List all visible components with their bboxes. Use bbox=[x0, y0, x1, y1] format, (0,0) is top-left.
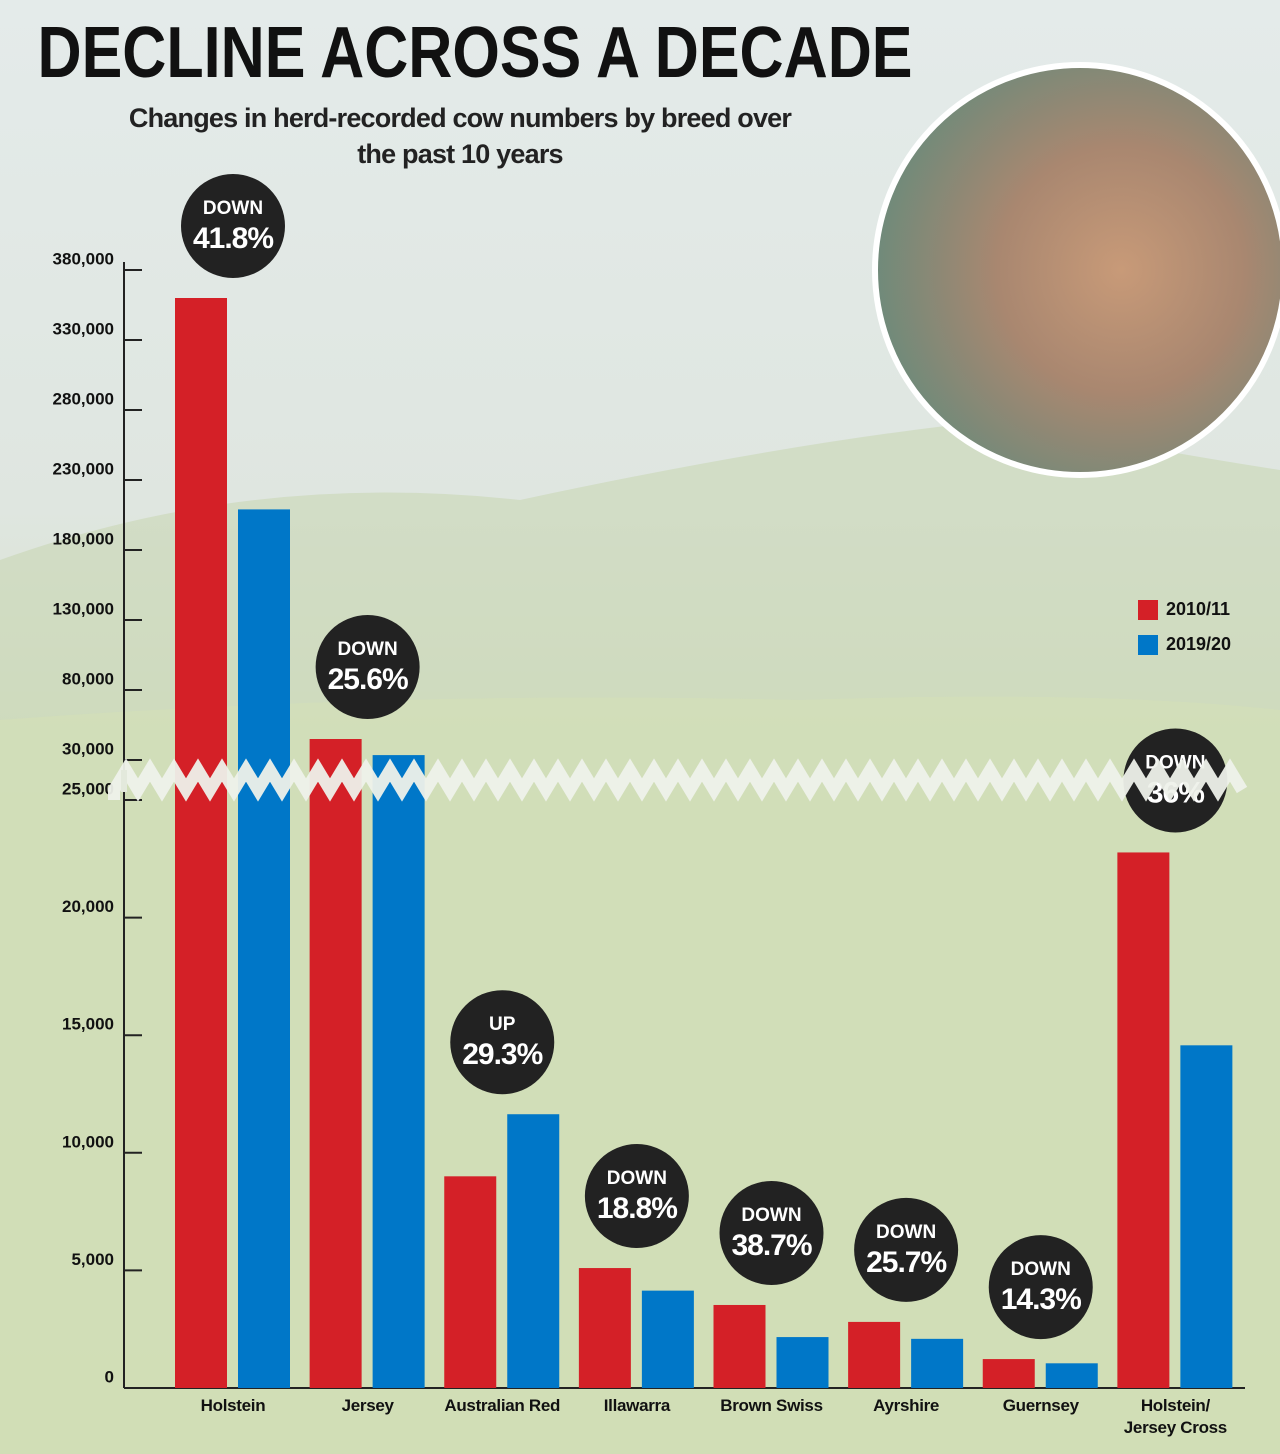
x-tick-label: Illawarra bbox=[603, 1396, 671, 1415]
bar bbox=[309, 739, 362, 1388]
change-badge bbox=[988, 1235, 1093, 1340]
y-tick-label: 5,000 bbox=[71, 1250, 114, 1269]
bar bbox=[175, 298, 227, 1388]
y-tick-label: 0 bbox=[105, 1367, 114, 1386]
bar bbox=[1117, 852, 1170, 1388]
bar bbox=[1180, 1045, 1233, 1388]
y-tick-label: 20,000 bbox=[62, 897, 114, 916]
x-tick-label: Jersey bbox=[341, 1396, 394, 1415]
y-tick-label: 30,000 bbox=[62, 739, 114, 758]
bar bbox=[911, 1338, 964, 1388]
y-tick-label: 230,000 bbox=[53, 459, 114, 478]
x-tick-label: Brown Swiss bbox=[720, 1396, 823, 1415]
badge-change: 29.3% bbox=[462, 1038, 542, 1071]
legend-label: 2010/11 bbox=[1166, 599, 1230, 619]
chart-title: DECLINE ACROSS A DECADE bbox=[38, 13, 913, 93]
legend-swatch bbox=[1138, 635, 1158, 655]
badge-change: 25.6% bbox=[328, 663, 408, 696]
bar bbox=[1045, 1363, 1098, 1388]
change-badge bbox=[719, 1180, 824, 1285]
badge-direction: DOWN bbox=[203, 198, 263, 219]
badge-change: 25.7% bbox=[866, 1246, 946, 1279]
x-tick-label: Australian Red bbox=[444, 1396, 561, 1415]
badge-change: 14.3% bbox=[1001, 1283, 1081, 1316]
badge-change: 18.8% bbox=[597, 1192, 677, 1225]
bar bbox=[982, 1359, 1035, 1388]
x-tick-label: Holstein/ Jersey Cross bbox=[1123, 1396, 1228, 1437]
legend-swatch bbox=[1138, 600, 1158, 620]
y-tick-label: 80,000 bbox=[62, 669, 114, 688]
axis-break bbox=[108, 758, 1248, 802]
bar bbox=[776, 1337, 829, 1388]
badge-direction: DOWN bbox=[741, 1205, 801, 1226]
y-tick-label: 180,000 bbox=[53, 529, 114, 548]
cow-photo bbox=[872, 62, 1280, 478]
y-tick-label: 280,000 bbox=[53, 389, 114, 408]
badge-direction: UP bbox=[489, 1014, 516, 1035]
bar bbox=[848, 1321, 901, 1388]
bar bbox=[372, 755, 425, 1388]
badge-change: 38.7% bbox=[731, 1229, 811, 1262]
change-badge bbox=[450, 990, 555, 1095]
y-tick-label: 15,000 bbox=[62, 1015, 114, 1034]
y-tick-label: 130,000 bbox=[53, 599, 114, 618]
bar bbox=[238, 509, 290, 1388]
badge-change: 41.8% bbox=[193, 222, 273, 255]
change-badge bbox=[315, 615, 420, 719]
x-tick-label: Guernsey bbox=[1002, 1396, 1079, 1415]
bar bbox=[444, 1176, 497, 1388]
badge-direction: DOWN bbox=[338, 639, 398, 660]
chart-subtitle: Changes in herd-recorded cow numbers by … bbox=[128, 103, 792, 169]
y-tick-label: 380,000 bbox=[53, 249, 114, 268]
bar bbox=[578, 1268, 631, 1388]
y-tick-label: 10,000 bbox=[62, 1132, 114, 1151]
change-badge bbox=[181, 174, 285, 278]
x-tick-label: Holstein bbox=[200, 1396, 266, 1415]
y-tick-label: 330,000 bbox=[53, 319, 114, 338]
bar bbox=[713, 1304, 766, 1388]
legend-label: 2019/20 bbox=[1166, 634, 1231, 654]
x-tick-label: Ayrshire bbox=[873, 1396, 940, 1415]
change-badge bbox=[584, 1144, 689, 1249]
y-tick-label: 25,000 bbox=[62, 779, 114, 798]
badge-direction: DOWN bbox=[607, 1168, 667, 1189]
change-badge bbox=[854, 1197, 959, 1302]
bar bbox=[641, 1290, 694, 1388]
badge-direction: DOWN bbox=[1011, 1259, 1071, 1280]
badge-direction: DOWN bbox=[876, 1222, 936, 1243]
bar bbox=[507, 1114, 560, 1388]
